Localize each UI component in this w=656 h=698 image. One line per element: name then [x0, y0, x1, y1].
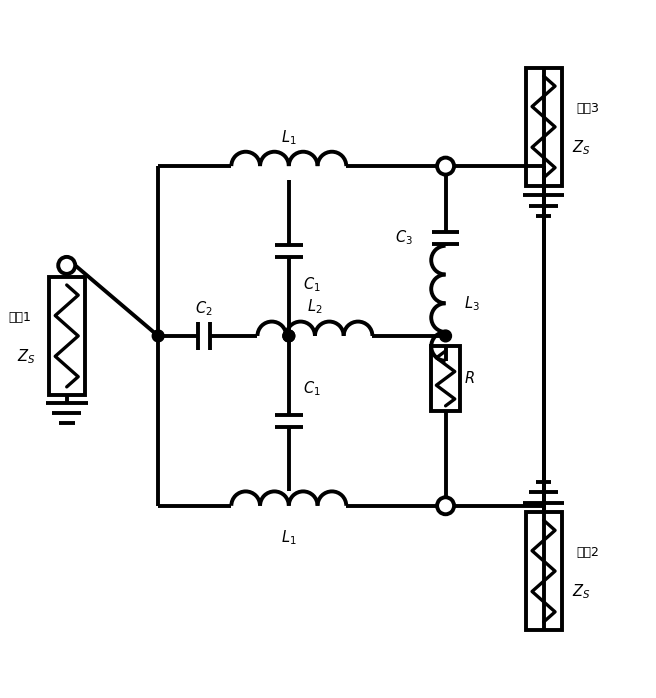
- Bar: [525, 68, 562, 186]
- Bar: [431, 346, 460, 411]
- Text: $L_2$: $L_2$: [307, 297, 323, 316]
- Text: $C_1$: $C_1$: [303, 276, 321, 295]
- Text: $C_1$: $C_1$: [303, 379, 321, 398]
- Text: $L_1$: $L_1$: [281, 128, 297, 147]
- Circle shape: [152, 330, 164, 342]
- Text: 端口1: 端口1: [9, 311, 31, 324]
- Circle shape: [437, 497, 454, 514]
- Circle shape: [58, 257, 75, 274]
- Text: $Z_S$: $Z_S$: [17, 348, 35, 366]
- Text: 端口3: 端口3: [577, 102, 600, 115]
- Text: $C_2$: $C_2$: [195, 299, 213, 318]
- Text: $R$: $R$: [464, 371, 475, 387]
- Text: $L_3$: $L_3$: [464, 294, 480, 313]
- Text: $L_1$: $L_1$: [281, 528, 297, 547]
- Circle shape: [283, 330, 295, 342]
- Circle shape: [283, 330, 295, 342]
- Bar: [49, 277, 85, 395]
- Text: $Z_S$: $Z_S$: [572, 583, 590, 602]
- Text: 端口2: 端口2: [577, 547, 600, 559]
- Circle shape: [440, 330, 451, 342]
- Circle shape: [437, 158, 454, 174]
- Bar: [525, 512, 562, 630]
- Text: $Z_S$: $Z_S$: [572, 138, 590, 157]
- Text: $C_3$: $C_3$: [395, 229, 413, 247]
